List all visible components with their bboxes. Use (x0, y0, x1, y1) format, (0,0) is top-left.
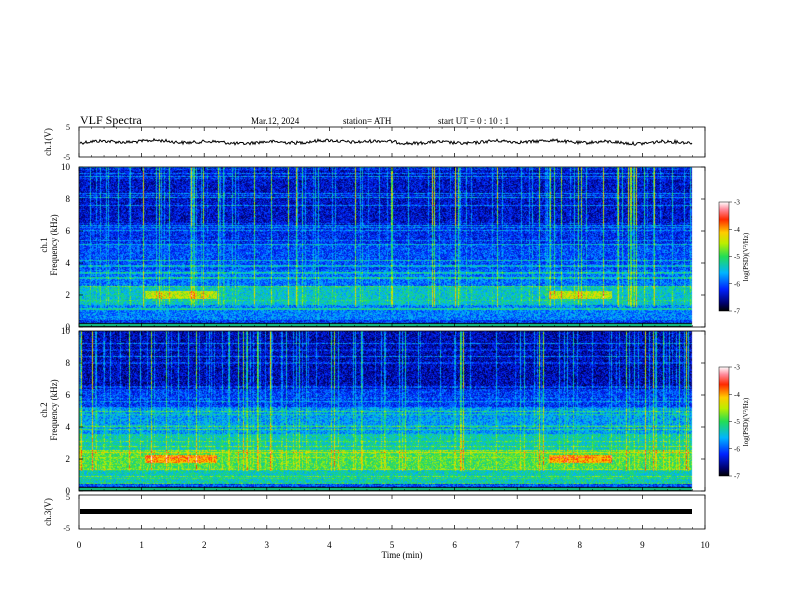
y-tick-label: 10 (61, 162, 71, 172)
ch1-colorbar: -3 -4 -5 -6 -7 log(PSD)(V²/Hz) (718, 199, 750, 316)
x-tick-label: 4 (327, 540, 332, 550)
chart-title: VLF Spectra (80, 113, 142, 127)
colorbar-tick-label: -4 (734, 226, 740, 234)
ch3-ytick-top: 5 (66, 493, 70, 502)
ch1-ytick-top: 5 (66, 123, 70, 132)
colorbar-tick-label: -6 (734, 280, 740, 288)
ch2-colorbar-scale (718, 366, 730, 477)
x-tick-label: 1 (139, 540, 144, 550)
x-tick-label: 9 (640, 540, 645, 550)
x-tick-label: 6 (452, 540, 457, 550)
station-label: station= ATH (343, 116, 392, 126)
x-tick-label: 7 (515, 540, 520, 550)
ch3-ytick-bottom: -5 (63, 524, 70, 533)
ch1-frequency-label: Frequency (kHz) (49, 214, 59, 275)
x-tick-label: 5 (390, 540, 395, 550)
ch2-spectrogram-label: ch.2 (39, 402, 49, 417)
y-tick-label: 4 (66, 258, 71, 268)
ch1-colorbar-scale (718, 201, 730, 312)
x-tick-label: 10 (701, 540, 711, 550)
colorbar-tick-label: -3 (734, 199, 740, 207)
y-tick-label: 8 (66, 194, 71, 204)
y-tick-label: 6 (66, 226, 71, 236)
date-label: Mar.12, 2024 (251, 116, 300, 126)
y-tick-label: 2 (66, 290, 71, 300)
x-tick-label: 0 (77, 540, 82, 550)
ch2-colorbar-label: log(PSD)(V²/Hz) (742, 397, 750, 446)
x-axis: 0 1 2 3 4 5 6 7 8 9 10 (77, 127, 710, 550)
colorbar-tick-label: -3 (734, 364, 740, 372)
ch1-colorbar-ticks: -3 -4 -5 -6 -7 (729, 199, 740, 316)
ch1-ytick-bottom: -5 (63, 153, 70, 162)
ch2-frequency-label: Frequency (kHz) (49, 379, 59, 440)
ch1-waveform-label: ch.1(V) (43, 128, 53, 156)
y-tick-label: 6 (66, 390, 71, 400)
ch3-waveform-trace (80, 509, 692, 514)
colorbar-tick-label: -5 (734, 253, 740, 261)
ch3-waveform-label: ch.3(V) (43, 498, 53, 526)
ch1-colorbar-label: log(PSD)(V²/Hz) (742, 232, 750, 281)
y-tick-label: 0 (66, 322, 71, 332)
x-tick-label: 3 (265, 540, 270, 550)
y-tick-label: 10 (61, 326, 71, 336)
colorbar-tick-label: -7 (734, 308, 740, 316)
ch1-spectrogram-label: ch.1 (39, 237, 49, 252)
ch2-spectrogram (79, 331, 705, 491)
colorbar-tick-label: -4 (734, 391, 740, 399)
colorbar-tick-label: -5 (734, 418, 740, 426)
colorbar-tick-label: -7 (734, 473, 740, 481)
y-tick-label: 0 (66, 486, 71, 496)
x-axis-label: Time (min) (382, 550, 423, 560)
ch2-colorbar-ticks: -3 -4 -5 -6 -7 (729, 364, 740, 481)
x-tick-label: 2 (202, 540, 207, 550)
ch1-waveform-trace (79, 137, 693, 147)
ch1-y-axis: 10 8 6 4 2 0 (61, 162, 705, 332)
ch1-spectrogram (79, 167, 705, 327)
start-ut-label: start UT = 0 : 10 : 1 (438, 116, 509, 126)
ch2-colorbar: -3 -4 -5 -6 -7 log(PSD)(V²/Hz) (718, 364, 750, 481)
y-tick-label: 4 (66, 422, 71, 432)
y-tick-label: 2 (66, 454, 71, 464)
y-tick-label: 8 (66, 358, 71, 368)
x-tick-label: 8 (578, 540, 583, 550)
ch2-y-axis: 10 8 6 4 2 0 (61, 326, 705, 496)
colorbar-tick-label: -6 (734, 445, 740, 453)
